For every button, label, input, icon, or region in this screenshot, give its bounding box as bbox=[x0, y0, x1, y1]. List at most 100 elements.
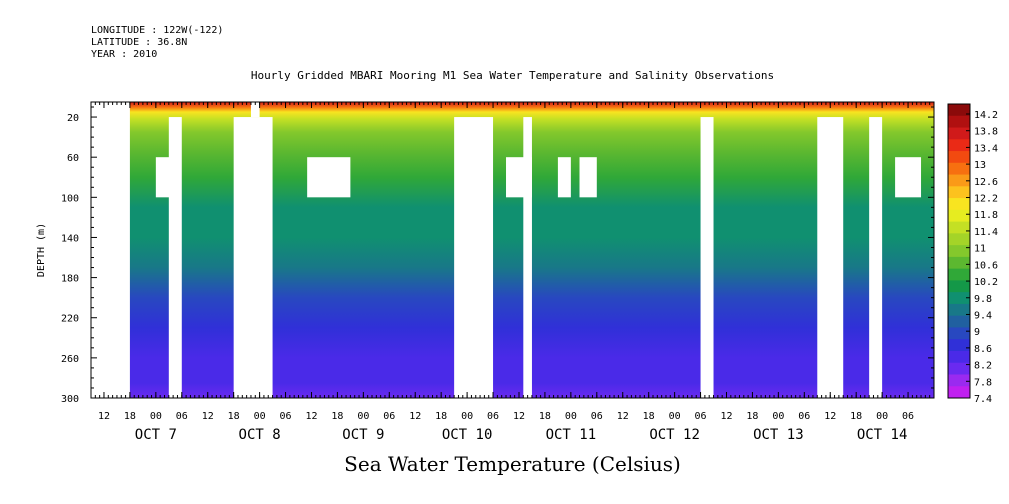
colorbar: 14.2 13.8 13.4 13 12.6 12.2 11.8 11.4 11 10.6 10.2… bbox=[947, 103, 998, 405]
colorbar-cell bbox=[948, 362, 970, 375]
latitude-label: LATITUDE : 36.8N bbox=[91, 37, 188, 48]
y-tick-label: 60 bbox=[67, 153, 79, 164]
x-tick-label: 12 bbox=[98, 411, 110, 422]
colorbar-label: 8.6 bbox=[974, 344, 992, 355]
axes: 12 18 00 06 12 18 00 06 12 18 00 06 12 18 00 06 12 18 00 06… bbox=[36, 101, 935, 443]
x-tick-label: 18 bbox=[643, 411, 655, 422]
y-tick-label: 140 bbox=[61, 233, 79, 244]
y-tick-label: 300 bbox=[61, 394, 79, 405]
colorbar-cell bbox=[948, 233, 970, 246]
x-tick-label: 00 bbox=[669, 411, 681, 422]
colorbar-cell bbox=[948, 327, 970, 340]
x-tick-label: 12 bbox=[202, 411, 214, 422]
no-data-gap bbox=[91, 102, 130, 398]
x-tick-label: 06 bbox=[591, 411, 603, 422]
colorbar-label: 14.2 bbox=[974, 110, 998, 121]
no-data-gap bbox=[895, 157, 922, 198]
x-tick-label: 18 bbox=[746, 411, 758, 422]
colorbar-label: 13.4 bbox=[974, 143, 998, 154]
x-tick-label: 12 bbox=[824, 411, 836, 422]
colorbar-label: 12.6 bbox=[974, 177, 998, 188]
x-date-label: OCT 7 bbox=[135, 427, 177, 443]
x-tick-label: 06 bbox=[695, 411, 707, 422]
no-data-gap bbox=[523, 117, 532, 399]
x-tick-label: 06 bbox=[280, 411, 292, 422]
x-tick-label: 00 bbox=[357, 411, 369, 422]
x-tick-label: 00 bbox=[254, 411, 266, 422]
x-tick-label: 00 bbox=[565, 411, 577, 422]
x-tick-label: 12 bbox=[409, 411, 421, 422]
colorbar-cell bbox=[948, 292, 970, 305]
x-date-label: OCT 10 bbox=[442, 427, 493, 443]
no-data-gap bbox=[817, 117, 844, 399]
colorbar-label: 10.2 bbox=[974, 277, 998, 288]
x-tick-label: 00 bbox=[876, 411, 888, 422]
x-tick-label: 12 bbox=[305, 411, 317, 422]
x-tick-label: 06 bbox=[176, 411, 188, 422]
colorbar-cell bbox=[948, 139, 970, 152]
colorbar-cell bbox=[948, 350, 970, 364]
colorbar-cell bbox=[948, 186, 970, 199]
colorbar-label: 11.8 bbox=[974, 210, 998, 221]
colorbar-cell bbox=[948, 303, 970, 317]
x-tick-label: 00 bbox=[461, 411, 473, 422]
colorbar-cell bbox=[948, 162, 970, 176]
colorbar-label: 7.4 bbox=[974, 394, 992, 405]
chart-title: Hourly Gridded MBARI Mooring M1 Sea Wate… bbox=[250, 69, 775, 82]
x-tick-label: 12 bbox=[513, 411, 525, 422]
colorbar-cell bbox=[948, 339, 970, 352]
colorbar-label: 13 bbox=[974, 160, 986, 171]
colorbar-cell bbox=[948, 374, 970, 387]
no-data-gap bbox=[506, 157, 532, 198]
x-tick-label: 12 bbox=[720, 411, 732, 422]
y-tick-label: 20 bbox=[67, 113, 79, 124]
colorbar-cell bbox=[948, 268, 970, 281]
colorbar-cell bbox=[948, 315, 970, 328]
colorbar-cell bbox=[948, 256, 970, 270]
colorbar-label: 11.4 bbox=[974, 227, 998, 238]
y-tick-label: 100 bbox=[61, 193, 79, 204]
x-tick-label: 06 bbox=[487, 411, 499, 422]
y-tick-label: 220 bbox=[61, 314, 79, 325]
colorbar-cell bbox=[948, 221, 970, 234]
y-tick-label: 260 bbox=[61, 354, 79, 365]
colorbar-cell bbox=[948, 151, 970, 164]
no-data-gap bbox=[579, 157, 597, 198]
x-date-label: OCT 12 bbox=[649, 427, 700, 443]
x-date-label: OCT 14 bbox=[857, 427, 908, 443]
colorbar-label: 8.2 bbox=[974, 361, 992, 372]
x-tick-label: 18 bbox=[539, 411, 551, 422]
x-date-label: OCT 11 bbox=[546, 427, 597, 443]
x-tick-label: 06 bbox=[902, 411, 914, 422]
x-tick-label: 06 bbox=[383, 411, 395, 422]
plot-title: Sea Water Temperature (Celsius) bbox=[344, 452, 681, 476]
year-label: YEAR : 2010 bbox=[91, 49, 158, 60]
no-data-gap bbox=[99, 157, 113, 198]
x-date-label: OCT 13 bbox=[753, 427, 804, 443]
colorbar-cell bbox=[948, 115, 970, 129]
x-tick-label: 18 bbox=[228, 411, 240, 422]
no-data-gap bbox=[263, 157, 269, 198]
plot-frame bbox=[90, 101, 935, 399]
y-axis-label: DEPTH (m) bbox=[36, 223, 47, 277]
colorbar-cell bbox=[948, 198, 970, 211]
colorbar-cell bbox=[948, 386, 970, 399]
x-tick-label: 12 bbox=[617, 411, 629, 422]
plot-area bbox=[91, 102, 934, 398]
colorbar-frame bbox=[947, 103, 971, 399]
x-date-label: OCT 8 bbox=[239, 427, 281, 443]
y-tick-label: 180 bbox=[61, 274, 79, 285]
colorbar-cell bbox=[948, 280, 970, 293]
x-tick-label: 18 bbox=[331, 411, 343, 422]
x-tick-label: 06 bbox=[798, 411, 810, 422]
colorbar-label: 9.8 bbox=[974, 294, 992, 305]
no-data-gap bbox=[454, 117, 494, 399]
no-data-gap bbox=[557, 157, 571, 198]
colorbar-label: 9.4 bbox=[974, 310, 992, 321]
x-tick-label: 00 bbox=[772, 411, 784, 422]
colorbar-label: 11 bbox=[974, 244, 986, 255]
x-tick-label: 18 bbox=[850, 411, 862, 422]
no-data-gap bbox=[700, 117, 714, 399]
colorbar-cell bbox=[948, 245, 970, 258]
